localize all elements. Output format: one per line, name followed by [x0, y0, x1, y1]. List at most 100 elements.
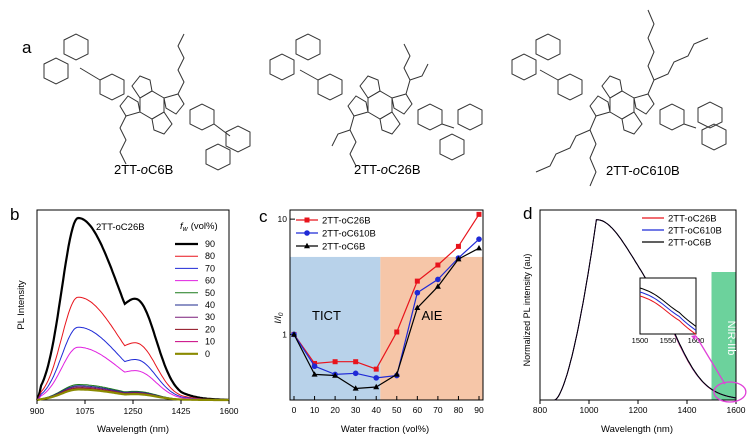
chart-d-curves	[540, 219, 737, 401]
chart-d-inset-xtick: 1600	[688, 336, 705, 345]
chart-c-xtick-label: 10	[310, 405, 320, 415]
chart-c-xtick-label: 50	[392, 405, 402, 415]
chart-c-legend: 2TT-oC26B 2TT-oC610B 2TT-oC6B	[296, 216, 376, 253]
chart-c-point	[291, 331, 297, 337]
chart-d-series-2TT-oC26B	[540, 219, 737, 401]
chart-b-xtick-label: 1250	[124, 406, 143, 416]
chart-c-point	[394, 329, 400, 335]
chart-c-point	[373, 383, 380, 390]
chart-c-point	[455, 255, 462, 261]
chart-d-legend-label: 2TT-oC26B	[668, 214, 717, 225]
chart-c-point	[476, 244, 482, 251]
chart-b-ylabel: PL Intensity	[16, 280, 27, 330]
chart-c-point	[373, 375, 380, 381]
chart-b-curves	[35, 216, 229, 402]
compound-label-3-suffix: C610B	[639, 163, 680, 178]
chart-c-ylabel: I/I0	[273, 312, 285, 324]
chart-b-legend-label: 80	[205, 251, 215, 261]
chart-b-legend-unit: (vol%)	[191, 221, 218, 232]
chart-c-point	[311, 371, 318, 377]
panel-label-c: c	[259, 207, 268, 226]
chart-c-point	[332, 359, 338, 365]
chart-c-xtick-label: 80	[454, 405, 464, 415]
chart-c-xtick-label: 70	[433, 405, 443, 415]
chart-d-xtick-label: 1400	[678, 405, 697, 415]
chart-b-series-0	[36, 388, 229, 402]
chart-c-point	[435, 262, 441, 268]
chart-b-series-40	[36, 385, 229, 401]
structure-drawing-3	[511, 9, 727, 187]
panel-label-d: d	[523, 204, 533, 223]
compound-label-1-italic: o	[140, 162, 148, 177]
chart-c-point	[332, 372, 339, 378]
chart-b-series-10	[36, 388, 229, 401]
chart-b-title: 2TT-oC26B	[96, 222, 145, 233]
chart-d-inset-series-2TT-oC26B	[639, 295, 697, 335]
chart-d-series-2TT-oC610B	[540, 219, 737, 401]
chart-c-point	[353, 359, 359, 365]
chart-d-xtick-label: 1600	[727, 405, 746, 415]
chart-d-ticks: 800 1000 1200 1400 1600	[533, 400, 746, 415]
chart-c-line-2TT-oC6B	[293, 247, 480, 390]
chart-b-series-70	[36, 326, 229, 401]
chart-c-xtick-label: 20	[330, 405, 340, 415]
chart-c-legend-label: 2TT-oC6B	[322, 242, 365, 253]
chart-c-xtick-label: 60	[413, 405, 423, 415]
chart-b-xtick-label: 1075	[76, 406, 95, 416]
chart-c-xtick-label: 40	[371, 405, 381, 415]
chart-b-legend-w: w	[183, 226, 189, 233]
chart-b-legend-label: 90	[205, 239, 215, 249]
chart-b-legend-label: 60	[205, 276, 215, 286]
panel-label-a: a	[22, 38, 32, 57]
chart-b-series-80	[36, 296, 229, 401]
chart-b-legend: 90 80 70 60 50 40 30 20 10 0	[175, 239, 215, 359]
chart-b-xticks: 900 1075 1250 1425 1600	[30, 400, 239, 416]
chart-d-series-2TT-oC6B	[540, 219, 737, 401]
chart-c-point	[393, 371, 400, 377]
chart-c-point	[291, 331, 297, 338]
chart-c-point	[414, 289, 421, 296]
chart-b-legend-label: 30	[205, 312, 215, 322]
compound-label-2-suffix: C26B	[387, 162, 421, 177]
chart-d-inset-series-2TT-oC610B	[639, 291, 697, 331]
chart-c-region-tict	[290, 256, 381, 400]
structure-drawing-1	[43, 33, 251, 171]
chart-c-point	[312, 360, 318, 366]
chart-d-xtick-label: 800	[533, 405, 547, 415]
compound-label-3: 2TT-oC610B	[606, 163, 680, 178]
chart-d-xtick-label: 1200	[629, 405, 648, 415]
chart-d-legend-label: 2TT-oC6B	[668, 238, 711, 249]
compound-label-2-prefix: 2TT-	[354, 162, 381, 177]
chart-c-point	[455, 255, 462, 262]
chart-c-regions	[290, 256, 483, 400]
compound-label-3-prefix: 2TT-	[606, 163, 633, 178]
chart-c-frame	[289, 209, 484, 401]
chart-c-point	[332, 371, 338, 378]
chart-d-inset-series-2TT-oC6B	[639, 287, 697, 327]
structure-drawing-2	[269, 33, 483, 167]
chart-c-legend-label: 2TT-oC610B	[322, 229, 376, 240]
chart-c-point	[414, 278, 420, 284]
compound-label-1: 2TT-oC6B	[114, 162, 173, 177]
compound-label-2-italic: o	[380, 162, 388, 177]
chart-d-legend-label: 2TT-oC610B	[668, 226, 722, 237]
chart-c-ticks: 0 10 20 30 40 50 60 70 80 90 1 10	[278, 214, 484, 415]
chart-b-series-60	[36, 346, 229, 401]
chart-b-legend-label: 20	[205, 324, 215, 334]
chart-d-highlight-arrow	[695, 335, 726, 385]
chart-c-point	[476, 211, 482, 217]
chart-d-ylabel: Normalized PL intensity (au)	[522, 254, 532, 367]
chart-c-xtick-label: 0	[292, 405, 297, 415]
chart-b-series-20	[36, 387, 229, 401]
compound-label-1-prefix: 2TT-	[114, 162, 141, 177]
chart-c-point	[435, 276, 441, 283]
chart-d-frame	[539, 209, 737, 401]
chart-b-xtick-label: 1600	[220, 406, 239, 416]
compound-label-3-italic: o	[632, 163, 640, 178]
chart-c-point	[414, 304, 421, 311]
chart-c-ylabel-main: I/I	[273, 316, 283, 324]
chart-b-xtick-label: 1425	[172, 406, 191, 416]
chart-c-point	[352, 385, 359, 391]
chart-b-frame	[36, 209, 230, 401]
chart-d-xtick-label: 1000	[580, 405, 599, 415]
